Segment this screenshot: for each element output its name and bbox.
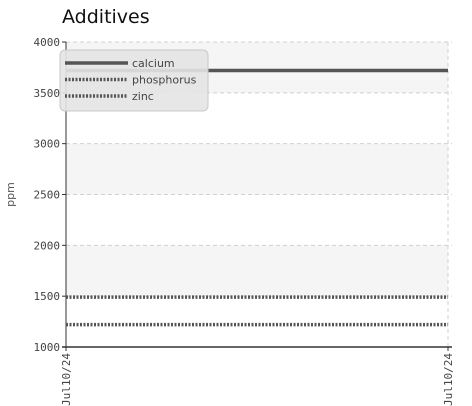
chart-title: Additives	[62, 6, 150, 28]
legend-label-zinc: zinc	[132, 90, 154, 103]
y-tick-label: 3000	[34, 138, 61, 151]
x-tick-label: Jul10/24	[60, 353, 73, 406]
legend-label-phosphorus: phosphorus	[132, 74, 197, 87]
plot-band	[66, 194, 448, 246]
plot-band	[66, 245, 448, 297]
y-tick-label: 1000	[34, 341, 61, 354]
y-axis-label: ppm	[4, 182, 17, 207]
x-tick-label: Jul10/24	[442, 353, 455, 406]
y-tick-label: 3500	[34, 87, 61, 100]
y-tick-label: 2000	[34, 239, 61, 252]
plot-band	[66, 143, 448, 195]
y-tick-label: 4000	[34, 36, 61, 49]
plot-band	[66, 296, 448, 347]
legend-label-calcium: calcium	[132, 57, 175, 70]
y-tick-label: 1500	[34, 290, 61, 303]
y-tick-label: 2500	[34, 189, 61, 202]
